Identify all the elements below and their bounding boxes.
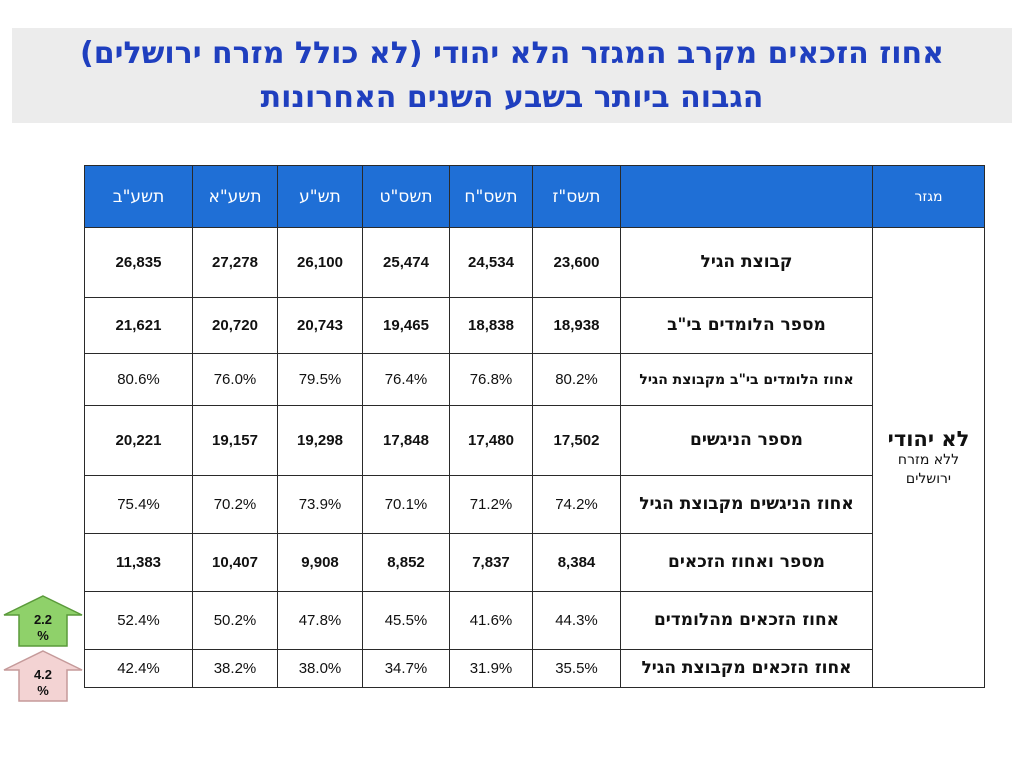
table-cell: 7,837 — [449, 533, 533, 592]
table-cell: 24,534 — [449, 227, 533, 298]
table-cell: 25,474 — [362, 227, 450, 298]
table-cell: 38.0% — [277, 649, 363, 688]
table-cell: 38.2% — [192, 649, 278, 688]
table-cell: 23,600 — [532, 227, 621, 298]
header-row: מגזר תשס"ז תשס"ח תשס"ט תש"ע תשע"א תשע"ב — [84, 165, 985, 228]
table-row: מספר הניגשים 17,502 17,480 17,848 19,298… — [84, 405, 985, 476]
table-cell: 19,298 — [277, 405, 363, 476]
header-year: תשע"ב — [84, 165, 193, 228]
table-cell: 17,502 — [532, 405, 621, 476]
table-cell: 17,480 — [449, 405, 533, 476]
table-cell: 73.9% — [277, 475, 363, 534]
table-cell: 47.8% — [277, 591, 363, 650]
table-cell: 76.4% — [362, 353, 450, 406]
table-cell: 76.8% — [449, 353, 533, 406]
table-cell: 18,938 — [532, 297, 621, 354]
row-label: אחוז הלומדים בי"ב מקבוצת הגיל — [620, 353, 873, 406]
table-cell: 19,465 — [362, 297, 450, 354]
table-row: לא יהודי ללא מזרח ירושלים קבוצת הגיל 23,… — [84, 227, 985, 688]
table-cell: 80.6% — [84, 353, 193, 406]
table-cell: 26,835 — [84, 227, 193, 298]
table-cell: 10,407 — [192, 533, 278, 592]
table-row: מספר הלומדים בי"ב 18,938 18,838 19,465 2… — [84, 297, 985, 354]
table-cell: 44.3% — [532, 591, 621, 650]
table-cell: 20,221 — [84, 405, 193, 476]
header-sector: מגזר — [872, 165, 985, 228]
sector-name: לא יהודי — [887, 426, 970, 451]
table-cell: 20,743 — [277, 297, 363, 354]
table-cell: 76.0% — [192, 353, 278, 406]
row-label: אחוז הזכאים מהלומדים — [620, 591, 873, 650]
data-table: מגזר תשס"ז תשס"ח תשס"ט תש"ע תשע"א תשע"ב … — [84, 165, 985, 688]
table-cell: 74.2% — [532, 475, 621, 534]
row-label: אחוז הניגשים מקבוצת הגיל — [620, 475, 873, 534]
header-metric — [620, 165, 873, 228]
table-cell: 34.7% — [362, 649, 450, 688]
header-year: תש"ע — [277, 165, 363, 228]
table-cell: 11,383 — [84, 533, 193, 592]
table-cell: 19,157 — [192, 405, 278, 476]
table-row: אחוז הזכאים מקבוצת הגיל 35.5% 31.9% 34.7… — [84, 649, 985, 688]
table-cell: 31.9% — [449, 649, 533, 688]
table-row: מספר ואחוז הזכאים 8,384 7,837 8,852 9,90… — [84, 533, 985, 592]
table-cell: 21,621 — [84, 297, 193, 354]
sector-note: ללא מזרח ירושלים — [897, 451, 960, 487]
table-cell: 26,100 — [277, 227, 363, 298]
table-cell: 50.2% — [192, 591, 278, 650]
table-cell: 70.1% — [362, 475, 450, 534]
header-year: תשס"ט — [362, 165, 450, 228]
table-cell: 70.2% — [192, 475, 278, 534]
table-cell: 71.2% — [449, 475, 533, 534]
badge-text: 4.2 % — [33, 667, 53, 698]
badge-text: 2.2 % — [33, 612, 53, 643]
table-row: אחוז הלומדים בי"ב מקבוצת הגיל 80.2% 76.8… — [84, 353, 985, 406]
table-cell: 8,852 — [362, 533, 450, 592]
header-year: תשס"ז — [532, 165, 621, 228]
increase-badge-green: 2.2 % — [3, 595, 83, 647]
header-year: תשס"ח — [449, 165, 533, 228]
table-cell: 52.4% — [84, 591, 193, 650]
table-cell: 42.4% — [84, 649, 193, 688]
table-cell: 45.5% — [362, 591, 450, 650]
title-band: אחוז הזכאים מקרב המגזר הלא יהודי (לא כול… — [12, 28, 1012, 123]
table-cell: 79.5% — [277, 353, 363, 406]
table-cell: 18,838 — [449, 297, 533, 354]
table-cell: 9,908 — [277, 533, 363, 592]
row-label: קבוצת הגיל — [620, 227, 873, 298]
table-cell: 80.2% — [532, 353, 621, 406]
header-year: תשע"א — [192, 165, 278, 228]
page-title: אחוז הזכאים מקרב המגזר הלא יהודי (לא כול… — [80, 36, 944, 71]
table-cell: 8,384 — [532, 533, 621, 592]
increase-badge-pink: 4.2 % — [3, 650, 83, 702]
row-label: מספר הניגשים — [620, 405, 873, 476]
table-cell: 35.5% — [532, 649, 621, 688]
row-label: אחוז הזכאים מקבוצת הגיל — [620, 649, 873, 688]
table-cell: 20,720 — [192, 297, 278, 354]
table-cell: 27,278 — [192, 227, 278, 298]
up-arrow-icon — [3, 595, 83, 647]
table-row: אחוז הזכאים מהלומדים 44.3% 41.6% 45.5% 4… — [84, 591, 985, 650]
row-label: מספר ואחוז הזכאים — [620, 533, 873, 592]
table-cell: 75.4% — [84, 475, 193, 534]
table-cell: 41.6% — [449, 591, 533, 650]
table-cell: 17,848 — [362, 405, 450, 476]
sector-cell: לא יהודי ללא מזרח ירושלים — [872, 227, 985, 688]
up-arrow-icon — [3, 650, 83, 702]
row-label: מספר הלומדים בי"ב — [620, 297, 873, 354]
table-row: אחוז הניגשים מקבוצת הגיל 74.2% 71.2% 70.… — [84, 475, 985, 534]
page-subtitle: הגבוה ביותר בשבע השנים האחרונות — [260, 80, 764, 115]
